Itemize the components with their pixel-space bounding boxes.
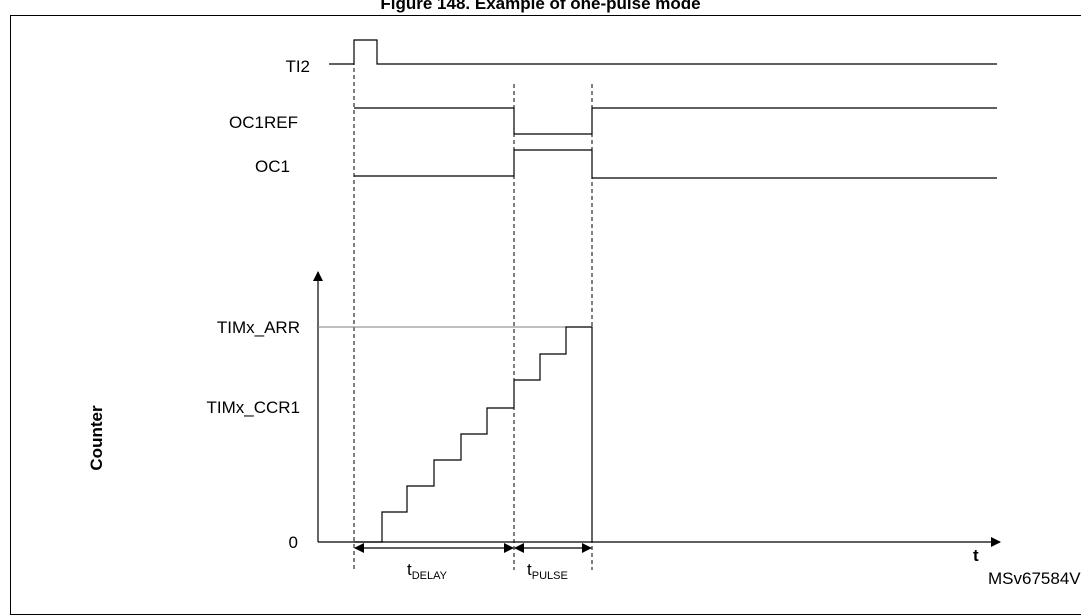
counter-axis-label: Counter [87,405,106,471]
zero-label: 0 [289,533,298,552]
oc1-label: OC1 [255,157,290,176]
time-axis-label: t [973,546,979,565]
oc1-waveform [354,149,997,179]
ti2-label: TI2 [285,57,310,76]
timing-diagram: TI2 OC1REF OC1 TIMx_ARR TIMx_CCR1 0 Coun… [87,39,1081,588]
ccr1-label: TIMx_CCR1 [206,398,300,417]
pulse-label-sub: PULSE [532,570,568,582]
counter-staircase [354,326,593,543]
arr-label: TIMx_ARR [217,318,300,337]
ti2-waveform [329,39,997,65]
delay-label-sub: DELAY [412,570,448,582]
pulse-label-main: t [527,560,532,579]
delay-interval-label: tDELAY [407,560,448,582]
figure-title: Figure 148. Example of one-pulse mode [380,0,701,13]
delay-label-main: t [407,560,412,579]
figure-ref-code: MSv67584V1 [988,569,1081,588]
oc1ref-waveform [354,107,997,135]
oc1ref-label: OC1REF [229,113,298,132]
pulse-interval-label: tPULSE [527,560,568,582]
